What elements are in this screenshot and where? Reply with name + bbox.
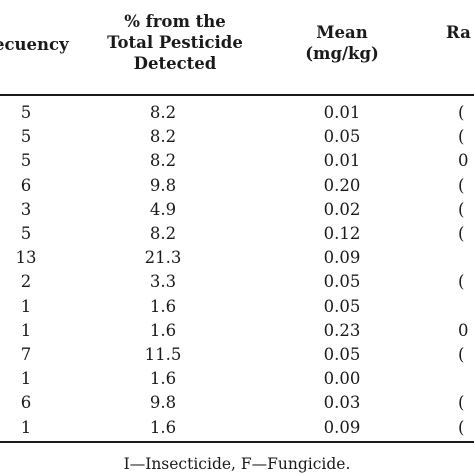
- percent-cell: 9.8: [149, 393, 177, 413]
- footnote: I—Insecticide, F—Fungicide.: [123, 455, 351, 473]
- range-cell: (: [458, 272, 465, 292]
- range-cell: (: [458, 175, 465, 195]
- frequency-cell: 1: [20, 369, 32, 389]
- mean-cell: 0.23: [323, 320, 361, 340]
- frequency-cell: 6: [20, 175, 32, 195]
- table-row: 3 4.9 0.02 (: [0, 199, 474, 220]
- mean-cell: 0.02: [323, 199, 361, 219]
- table-row: 1 1.6 0.23 0: [0, 320, 474, 341]
- mean-cell: 0.05: [323, 296, 361, 316]
- percent-cell: 4.9: [149, 199, 177, 219]
- mean-cell: 0.05: [323, 272, 361, 292]
- frequency-cell: 7: [20, 345, 32, 364]
- table-row: 1 1.6 0.00: [0, 368, 474, 389]
- mean-cell: 0.09: [323, 417, 361, 437]
- percent-cell: 8.2: [149, 103, 177, 122]
- frequency-cell: 1: [20, 296, 32, 316]
- range-cell: (: [458, 393, 465, 413]
- frequency-cell: 6: [20, 393, 32, 413]
- table-row: 5 8.2 0.01 0: [0, 150, 474, 171]
- mean-cell: 0.05: [323, 345, 361, 364]
- frequency-cell: 5: [20, 151, 32, 171]
- table-row: 1 1.6 0.05: [0, 296, 474, 317]
- header-mean: Mean (mg/kg): [294, 22, 390, 64]
- mean-cell: 0.01: [323, 103, 361, 122]
- frequency-cell: 1: [20, 417, 32, 437]
- table-row: 5 8.2 0.05 (: [0, 126, 474, 147]
- mean-cell: 0.12: [323, 224, 361, 243]
- mean-cell: 0.09: [323, 248, 361, 268]
- table-row: 5 8.2 0.12 (: [0, 223, 474, 244]
- mean-cell: 0.01: [323, 151, 361, 171]
- range-cell: (: [458, 345, 465, 364]
- table-row: 1 1.6 0.09 (: [0, 417, 474, 438]
- range-cell: (: [458, 103, 465, 122]
- range-cell: (: [458, 417, 465, 437]
- table-row: 13 21.3 0.09: [0, 247, 474, 268]
- frequency-cell: 3: [20, 199, 32, 219]
- mean-cell: 0.20: [323, 175, 361, 195]
- percent-cell: 1.6: [149, 320, 177, 340]
- frequency-cell: 5: [20, 127, 32, 147]
- header-percent-line-2: Total Pesticide: [107, 33, 243, 52]
- frequency-cell: 2: [20, 272, 32, 292]
- range-cell: (: [458, 199, 465, 219]
- table-row: 7 11.5 0.05 (: [0, 344, 474, 365]
- table-row: 5 8.2 0.01 (: [0, 102, 474, 123]
- header-rule: [0, 94, 474, 96]
- frequency-cell: 1: [20, 320, 32, 340]
- header-range: Ra: [446, 23, 471, 42]
- range-cell: (: [458, 224, 465, 243]
- frequency-cell: 5: [20, 224, 32, 243]
- mean-cell: 0.03: [323, 393, 361, 413]
- percent-cell: 9.8: [149, 175, 177, 195]
- bottom-rule: [0, 441, 474, 443]
- percent-cell: 21.3: [144, 248, 182, 268]
- percent-cell: 1.6: [149, 369, 177, 389]
- table-row: 6 9.8 0.03 (: [0, 392, 474, 413]
- header-percent-line-1: % from the: [124, 12, 226, 31]
- percent-cell: 8.2: [149, 224, 177, 243]
- percent-cell: 1.6: [149, 417, 177, 437]
- mean-cell: 0.05: [323, 127, 361, 147]
- percent-cell: 8.2: [149, 151, 177, 171]
- percent-cell: 1.6: [149, 296, 177, 316]
- percent-cell: 11.5: [144, 345, 182, 364]
- header-percent-from-total: % from the Total Pesticide Detected: [100, 11, 250, 74]
- percent-cell: 3.3: [149, 272, 177, 292]
- frequency-cell: 5: [20, 103, 32, 122]
- range-cell: (: [458, 127, 465, 147]
- mean-cell: 0.00: [323, 369, 361, 389]
- percent-cell: 8.2: [149, 127, 177, 147]
- header-frequency: ecuency: [0, 35, 69, 54]
- header-mean-line-1: Mean: [316, 23, 368, 42]
- frequency-cell: 13: [15, 248, 37, 268]
- header-mean-line-2: (mg/kg): [305, 44, 379, 63]
- range-cell: 0: [458, 320, 469, 340]
- header-percent-line-3: Detected: [133, 54, 217, 73]
- table-row: 6 9.8 0.20 (: [0, 175, 474, 196]
- table-row: 2 3.3 0.05 (: [0, 271, 474, 292]
- range-cell: 0: [458, 151, 469, 171]
